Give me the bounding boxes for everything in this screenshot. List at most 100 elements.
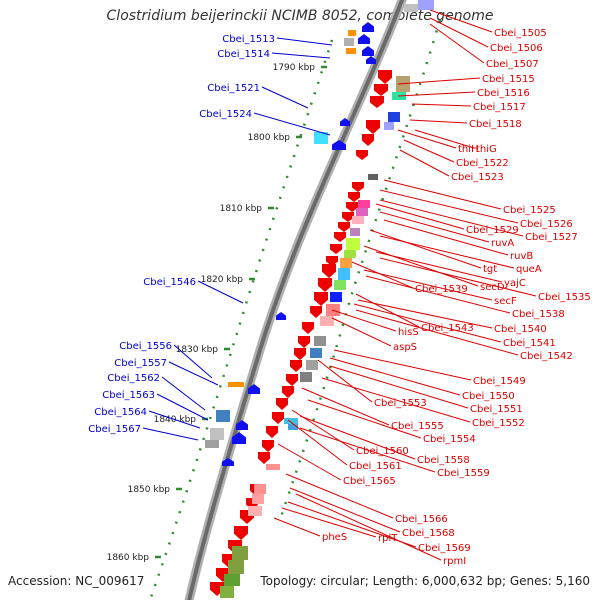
gene-box bbox=[232, 546, 248, 560]
kbp-tick-label: 1790 kbp bbox=[273, 63, 316, 73]
forward-gene-arrow bbox=[334, 232, 346, 242]
forward-gene-arrow bbox=[370, 96, 384, 108]
left-leader bbox=[276, 37, 333, 46]
right-leader bbox=[379, 257, 537, 297]
left-leader bbox=[161, 376, 206, 411]
gene-box bbox=[340, 258, 352, 268]
left-leader bbox=[261, 86, 309, 109]
forward-gene-arrow bbox=[366, 120, 380, 134]
gene-box bbox=[346, 48, 356, 54]
right-leader bbox=[375, 203, 465, 230]
right-leader bbox=[301, 387, 390, 426]
gene-box bbox=[330, 292, 342, 302]
right-leader bbox=[295, 493, 442, 561]
gene-box bbox=[300, 372, 312, 382]
gene-box bbox=[352, 216, 364, 224]
gene-box bbox=[314, 336, 326, 346]
right-label-leaders bbox=[273, 9, 537, 561]
right-leader bbox=[403, 139, 455, 163]
forward-gene-arrow bbox=[276, 398, 288, 410]
right-gene-label: Cbei_1525 bbox=[503, 205, 556, 216]
right-gene-label: Cbei_1566 bbox=[395, 514, 448, 525]
kbp-tick-label: 1820 kbp bbox=[201, 275, 244, 285]
forward-gene-arrow bbox=[234, 526, 248, 540]
right-leader bbox=[399, 149, 450, 177]
kbp-tick-label: 1860 kbp bbox=[107, 553, 150, 563]
forward-gene-arrow bbox=[322, 264, 336, 278]
gene-box bbox=[338, 268, 350, 280]
forward-gene-arrow bbox=[356, 150, 368, 160]
right-gene-label: Cbei_1540 bbox=[494, 324, 547, 335]
right-gene-label: Cbei_1523 bbox=[451, 172, 504, 183]
left-gene-label: Cbei_1564 bbox=[94, 407, 147, 418]
forward-gene-arrow bbox=[348, 192, 360, 202]
reverse-gene-arrow bbox=[358, 34, 370, 44]
right-leader bbox=[321, 377, 471, 423]
right-gene-label: Cbei_1518 bbox=[469, 119, 522, 130]
kbp-tick-label: 1810 kbp bbox=[220, 204, 263, 214]
right-leader bbox=[365, 275, 511, 314]
left-leader bbox=[271, 52, 331, 59]
forward-gene-arrow bbox=[352, 182, 364, 192]
forward-gene-arrow bbox=[258, 452, 270, 464]
right-gene-label: ruvB bbox=[510, 251, 533, 262]
right-leader bbox=[355, 309, 519, 356]
forward-gene-arrow bbox=[342, 212, 354, 222]
kbp-tick-label: 1800 kbp bbox=[248, 133, 291, 143]
reverse-gene-arrow bbox=[366, 56, 376, 64]
gene-box bbox=[252, 494, 264, 504]
kbp-tick-label: 1830 kbp bbox=[176, 345, 219, 355]
gene-box bbox=[388, 112, 400, 122]
gene-box bbox=[220, 586, 234, 598]
left-gene-labels: Cbei_1513 Cbei_1514 Cbei_1521 Cbei_1524 Cbei… bbox=[88, 34, 275, 435]
right-gene-label: secD bbox=[480, 282, 505, 293]
gene-box bbox=[224, 574, 240, 586]
forward-gene-arrow bbox=[262, 440, 274, 452]
right-gene-label: Cbei_1558 bbox=[417, 455, 470, 466]
forward-gene-arrow bbox=[346, 202, 358, 212]
right-leader bbox=[383, 179, 502, 210]
right-leader bbox=[287, 419, 348, 466]
left-gene-label: Cbei_1521 bbox=[207, 83, 260, 94]
gene-box bbox=[350, 228, 360, 236]
forward-gene-arrow bbox=[318, 278, 332, 292]
right-gene-label: Cbei_1552 bbox=[472, 418, 525, 429]
right-leader bbox=[289, 487, 401, 533]
genome-backbone bbox=[184, 0, 407, 600]
gene-box bbox=[228, 382, 244, 387]
reverse-gene-arrow bbox=[362, 22, 374, 32]
reverse-gene-arrow bbox=[362, 46, 374, 56]
gene-box bbox=[384, 122, 394, 130]
right-leader bbox=[277, 443, 342, 481]
right-gene-label: Cbei_1555 bbox=[391, 421, 444, 432]
reverse-gene-arrow bbox=[248, 384, 260, 394]
right-gene-label: Cbei_1535 bbox=[538, 292, 591, 303]
reverse-gene-arrow bbox=[232, 432, 246, 444]
right-gene-label: rplT bbox=[378, 533, 398, 544]
left-leader bbox=[168, 361, 219, 386]
left-gene-label: Cbei_1524 bbox=[199, 109, 252, 120]
right-gene-label: Cbei_1516 bbox=[477, 88, 530, 99]
left-gene-label: Cbei_1514 bbox=[217, 49, 270, 60]
gene-box bbox=[228, 560, 244, 574]
right-leader bbox=[375, 251, 503, 283]
gene-features bbox=[205, 0, 434, 598]
right-gene-label: Cbei_1550 bbox=[462, 391, 515, 402]
right-gene-label: Cbei_1559 bbox=[437, 468, 490, 479]
gene-box bbox=[344, 38, 354, 46]
right-leader bbox=[379, 211, 490, 243]
right-gene-label: Cbei_1565 bbox=[343, 476, 396, 487]
right-gene-label: tgt bbox=[483, 264, 497, 275]
right-gene-label: hisS bbox=[398, 327, 419, 338]
right-leader bbox=[285, 473, 394, 519]
forward-gene-arrow bbox=[338, 222, 350, 232]
left-gene-label: Cbei_1546 bbox=[143, 277, 196, 288]
right-gene-label: Cbei_1527 bbox=[525, 232, 578, 243]
gene-box bbox=[310, 348, 322, 358]
left-gene-label: Cbei_1557 bbox=[114, 358, 167, 369]
reverse-gene-arrow bbox=[332, 140, 346, 150]
gene-box bbox=[248, 506, 262, 516]
forward-gene-arrow bbox=[378, 70, 392, 84]
right-leader bbox=[273, 517, 321, 537]
